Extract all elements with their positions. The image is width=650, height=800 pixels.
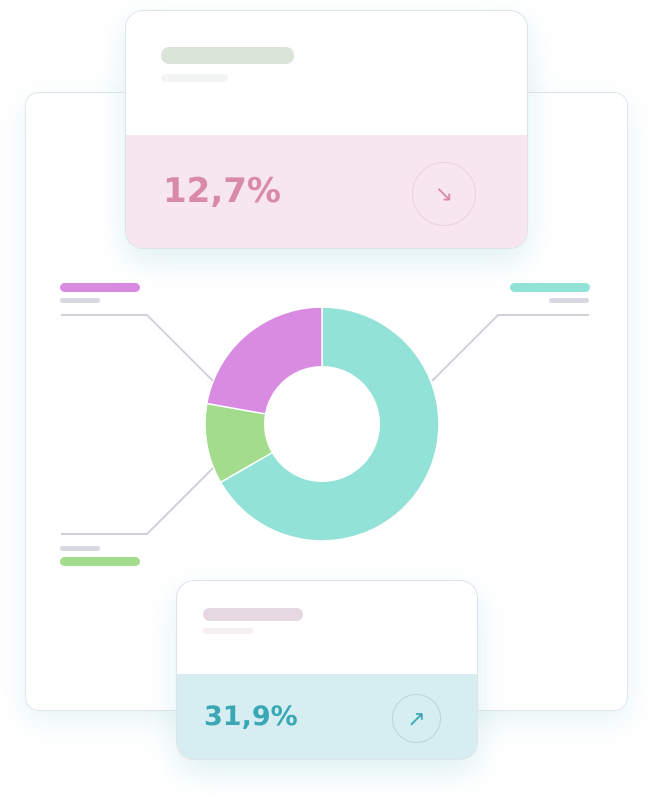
leader-line-purple bbox=[61, 314, 214, 382]
card-title-placeholder bbox=[203, 608, 303, 621]
card-subtitle-placeholder bbox=[203, 628, 253, 634]
legend-sub-green bbox=[60, 546, 100, 551]
leader-line-green bbox=[61, 467, 214, 535]
donut-hole bbox=[264, 366, 380, 482]
legend-bar-purple bbox=[60, 283, 140, 292]
legend-bar-green bbox=[60, 557, 140, 566]
legend-sub-teal bbox=[549, 298, 589, 303]
legend-bar-teal bbox=[510, 283, 590, 292]
arrow-up-right-icon: ↗ bbox=[407, 705, 426, 731]
top-card-band: 12,7% ↘ bbox=[126, 135, 527, 248]
top-card-value: 12,7% bbox=[163, 171, 281, 211]
top-stat-card: 12,7% ↘ bbox=[125, 10, 528, 249]
bottom-card-value: 31,9% bbox=[204, 701, 298, 732]
legend-sub-purple bbox=[60, 298, 100, 303]
arrow-down-right-icon: ↘ bbox=[434, 181, 454, 206]
trend-down-button[interactable]: ↘ bbox=[412, 162, 476, 226]
bottom-stat-card: 31,9% ↗ bbox=[176, 580, 478, 760]
leader-line-teal bbox=[431, 314, 589, 382]
card-title-placeholder bbox=[161, 47, 294, 64]
card-subtitle-placeholder bbox=[161, 74, 228, 82]
trend-up-button[interactable]: ↗ bbox=[392, 694, 441, 743]
bottom-card-band: 31,9% ↗ bbox=[177, 674, 477, 759]
